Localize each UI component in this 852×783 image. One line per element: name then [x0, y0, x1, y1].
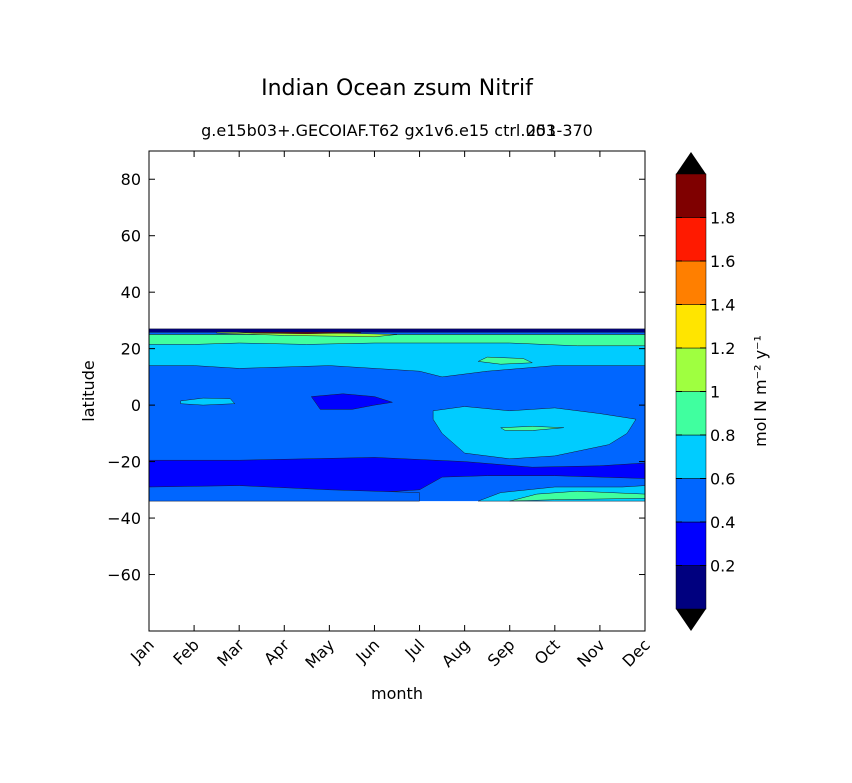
colorbar-segment: [675, 391, 707, 436]
y-tick-label: 20: [121, 340, 141, 359]
contour-field: [149, 328, 645, 502]
field-patch-sep: [499, 426, 564, 431]
x-tick-label: May: [301, 635, 338, 672]
y-axis-label: latitude: [79, 360, 98, 421]
x-tick-label: Nov: [573, 635, 609, 671]
subtitle-years: 251-370: [526, 121, 593, 140]
chart-subtitle: g.e15b03+.GECOIAF.T62 gx1v6.e15 ctrl.003…: [148, 121, 646, 140]
y-tick-label: 0: [131, 396, 141, 415]
colorbar-tick-label: 0.6: [710, 470, 735, 489]
colorbar-tick-label: 1.6: [710, 252, 735, 271]
field-patch-feb-apr: [180, 397, 236, 406]
colorbar-extend-top: [676, 152, 706, 174]
field-band-equatorial: [432, 406, 637, 460]
y-tick-label: 80: [121, 170, 141, 189]
x-tick-label: Jan: [126, 635, 158, 667]
field-band-south-east-inner: [509, 490, 645, 502]
colorbar-segment: [675, 173, 707, 218]
field-band-sw: [149, 485, 420, 502]
x-tick-label: Feb: [169, 635, 202, 668]
colorbar-tick-label: 1.2: [710, 339, 735, 358]
field-patch-aug-sep: [477, 356, 533, 365]
x-tick-label: Sep: [484, 635, 519, 670]
colorbar-segment: [675, 260, 707, 305]
colorbar-tick-label: 1: [710, 383, 720, 402]
field-band-north: [149, 334, 645, 378]
colorbar-segment: [675, 304, 707, 349]
y-tick-label: −60: [107, 566, 141, 585]
x-tick-label: Jul: [401, 635, 429, 663]
colorbar-tick-label: 1.4: [710, 296, 735, 315]
colorbar-tick-label: 0.2: [710, 557, 735, 576]
colorbar-segment: [675, 565, 707, 610]
x-tick-label: Jun: [351, 635, 383, 667]
x-axis-label: month: [371, 684, 423, 703]
y-tick-label: −40: [107, 509, 141, 528]
y-tick-label: 40: [121, 283, 141, 302]
plot-frame: [148, 150, 646, 632]
x-tick-label: Aug: [438, 635, 474, 671]
colorbar-segment: [675, 478, 707, 523]
x-tick-label: Oct: [531, 635, 564, 668]
colorbar-label: mol N m⁻² y⁻¹: [751, 335, 770, 447]
field-band-upper: [149, 334, 645, 347]
y-axis: 80 60 40 20 0 −20 −40 −60: [107, 170, 645, 585]
y-tick-label: −20: [107, 453, 141, 472]
subtitle-run: g.e15b03+.GECOIAF.T62 gx1v6.e15 ctrl.003: [201, 121, 556, 140]
colorbar-tick-label: 1.8: [710, 209, 735, 228]
chart-title: Indian Ocean zsum Nitrif: [261, 76, 533, 101]
field-patch-may: [310, 393, 393, 410]
colorbar-segment: [675, 434, 707, 479]
y-tick-label: 60: [121, 227, 141, 246]
x-tick-label: Dec: [618, 635, 653, 670]
colorbar-tick-label: 0.4: [710, 513, 735, 532]
colorbar-segment: [675, 521, 707, 566]
field-strip-edge: [149, 328, 645, 333]
colorbar-extend-bottom: [676, 609, 706, 631]
colorbar-segment: [675, 217, 707, 262]
x-tick-label: Mar: [213, 635, 248, 670]
colorbar-tick-label: 0.8: [710, 426, 735, 445]
colorbar: 0.2 0.4 0.6 0.8 1 1.2 1.4 1.6 1.8: [675, 152, 735, 631]
colorbar-segment: [675, 347, 707, 392]
x-tick-label: Apr: [260, 635, 293, 668]
